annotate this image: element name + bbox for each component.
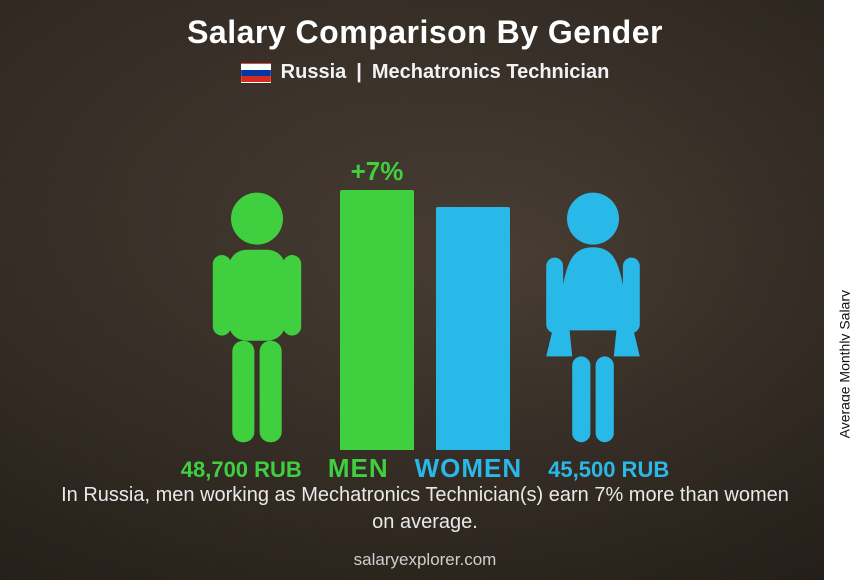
y-axis-label: Average Monthly Salary <box>836 290 850 438</box>
chart-area: +7% <box>0 100 850 450</box>
women-icon-wrap <box>528 190 658 450</box>
footer-site: salaryexplorer.com <box>0 550 850 570</box>
page-title: Salary Comparison By Gender <box>0 14 850 51</box>
flag-icon <box>241 63 271 83</box>
men-bar-wrap: +7% <box>340 190 414 450</box>
men-bar <box>340 190 414 450</box>
women-group <box>436 190 658 450</box>
infographic-root: Salary Comparison By Gender Russia | Mec… <box>0 0 850 580</box>
country-label: Russia <box>281 61 347 84</box>
pct-diff-label: +7% <box>351 156 404 187</box>
female-icon <box>528 190 658 450</box>
separator: | <box>356 61 362 84</box>
women-bar-wrap <box>436 207 510 450</box>
men-group: +7% <box>192 190 414 450</box>
labels-row: 48,700 RUB MEN WOMEN 45,500 RUB <box>0 453 850 484</box>
summary-text: In Russia, men working as Mechatronics T… <box>60 482 790 536</box>
women-value: 45,500 RUB <box>548 457 669 483</box>
male-icon <box>192 190 322 450</box>
men-icon-wrap <box>192 190 322 450</box>
job-title-label: Mechatronics Technician <box>372 61 609 84</box>
women-bar <box>436 207 510 450</box>
women-label: WOMEN <box>415 453 523 484</box>
men-value: 48,700 RUB <box>181 457 302 483</box>
header: Salary Comparison By Gender Russia | Mec… <box>0 14 850 88</box>
subline: Russia | Mechatronics Technician <box>241 61 610 84</box>
men-label: MEN <box>328 453 389 484</box>
